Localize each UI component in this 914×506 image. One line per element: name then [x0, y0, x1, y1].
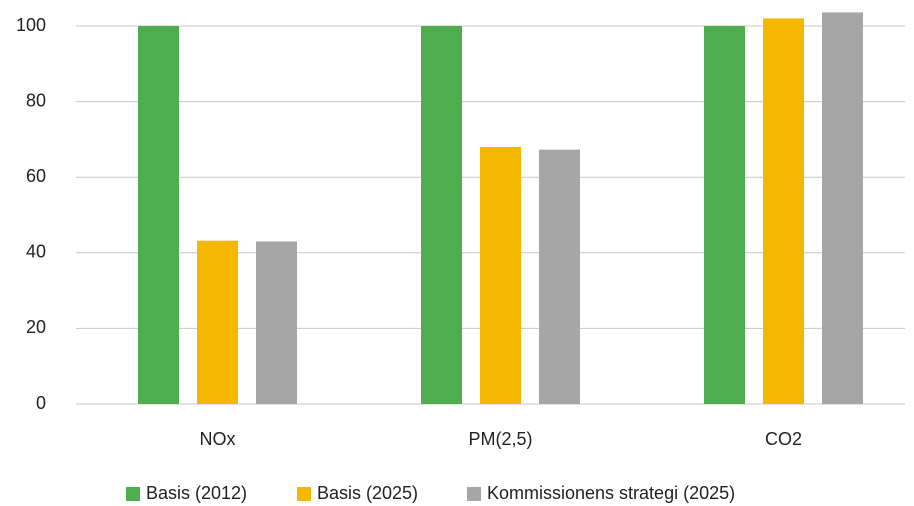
bar [421, 26, 462, 404]
x-tick-label: CO2 [765, 429, 802, 449]
bar [138, 26, 179, 404]
y-tick-label: 60 [26, 166, 46, 186]
bar [480, 146, 521, 404]
legend-swatch [297, 487, 311, 501]
legend-label: Basis (2025) [317, 483, 418, 503]
bar [256, 241, 297, 404]
bar [763, 18, 804, 404]
y-tick-label: 0 [36, 393, 46, 413]
y-tick-label: 80 [26, 90, 46, 110]
x-tick-label: PM(2,5) [468, 429, 532, 449]
legend-swatch [467, 487, 481, 501]
x-tick-label: NOx [200, 429, 236, 449]
legend-label: Basis (2012) [146, 483, 247, 503]
y-tick-label: 20 [26, 317, 46, 337]
bar [822, 12, 863, 405]
bar [197, 240, 238, 404]
legend-label: Kommissionens strategi (2025) [487, 483, 735, 503]
y-tick-label: 100 [16, 15, 46, 35]
bar [704, 26, 745, 404]
bar [539, 149, 580, 404]
legend-swatch [126, 487, 140, 501]
y-tick-label: 40 [26, 242, 46, 262]
